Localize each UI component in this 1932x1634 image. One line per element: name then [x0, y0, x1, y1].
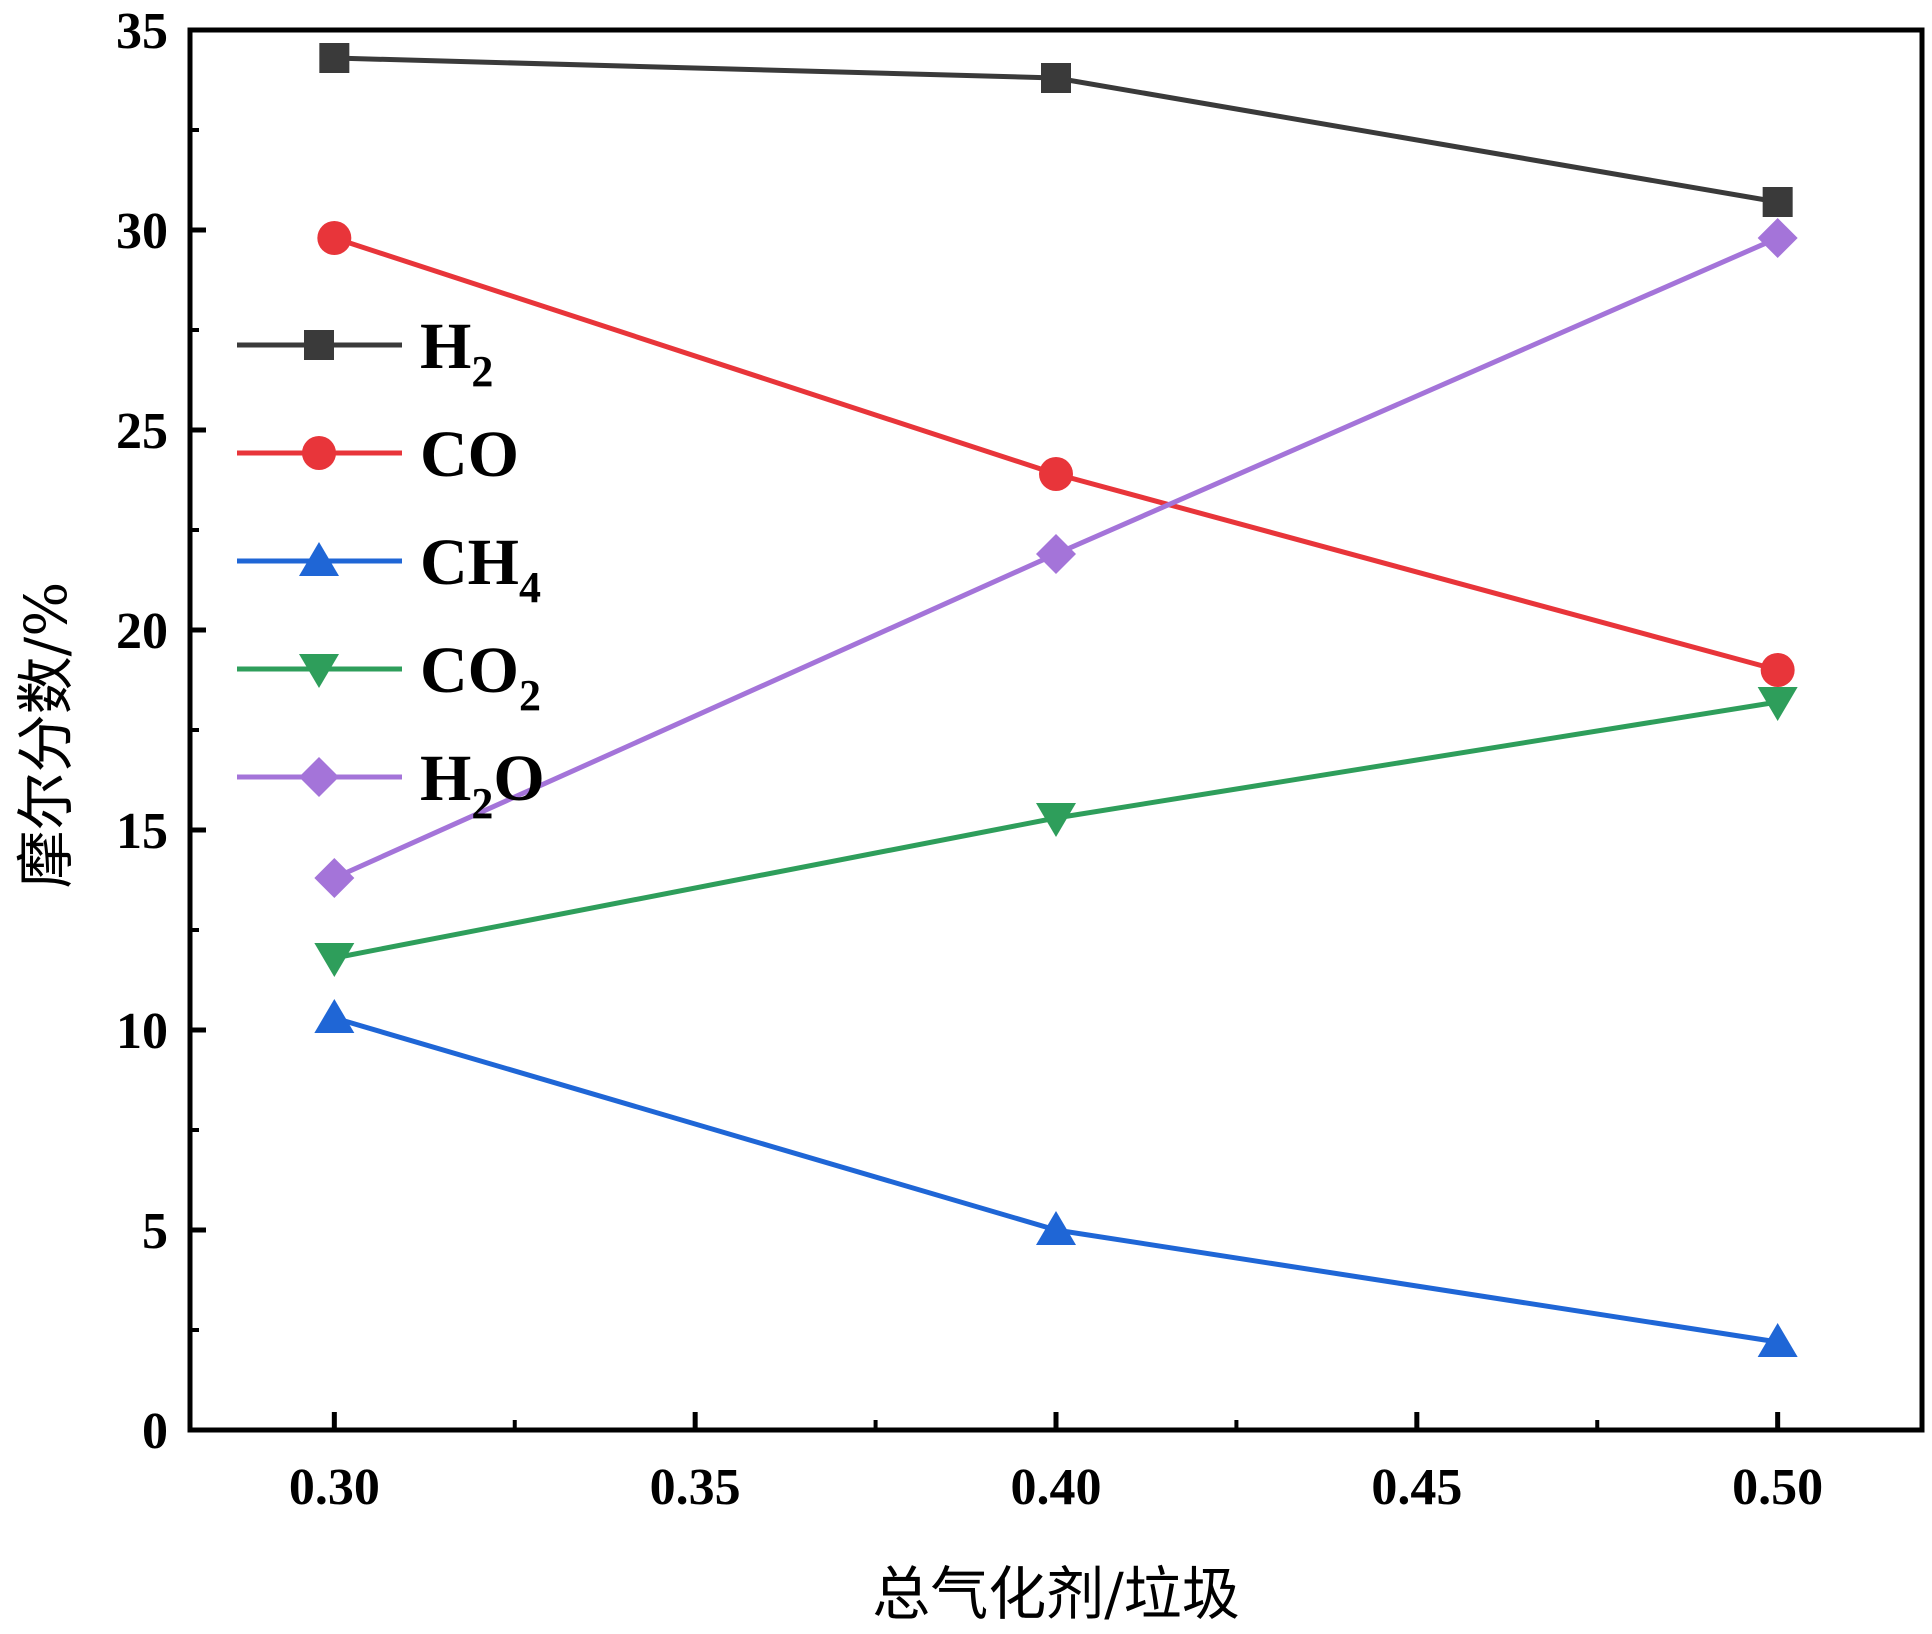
axes: 0 5 10 15 20 25 30 35 0.30 0.35 0.40 0.45 0.50	[116, 3, 1925, 1516]
legend-marker	[299, 654, 339, 688]
y-tick-label: 25	[116, 403, 168, 460]
legend-label-main: CH	[420, 526, 519, 599]
legend-label-main: H	[420, 310, 471, 383]
y-tick-label: 10	[116, 1003, 168, 1060]
data-point-h2o	[314, 858, 355, 898]
series-h2o	[314, 218, 1798, 898]
data-point-co2	[1036, 803, 1076, 837]
y-tick-label: 0	[142, 1403, 168, 1460]
data-point-co2	[1757, 687, 1798, 721]
y-tick-label: 5	[142, 1203, 168, 1260]
legend-item-h2o: H2O	[237, 742, 545, 828]
data-point-co	[1039, 457, 1073, 491]
legend-marker	[304, 330, 334, 360]
data-point-ch4	[1757, 1323, 1798, 1357]
x-axis-title: 总气化剂/垃圾	[872, 1560, 1240, 1628]
legend-label: CH4	[420, 526, 541, 612]
x-tick-label: 0.35	[650, 1459, 741, 1516]
x-tick-label: 0.50	[1732, 1459, 1823, 1516]
legend-label-main: H	[420, 742, 471, 815]
legend-item-ch4: CH4	[237, 526, 541, 612]
legend-label-subscript: 2	[471, 347, 493, 396]
y-tick-label: 30	[116, 203, 168, 260]
legend-label: H2O	[420, 742, 545, 828]
data-point-ch4	[314, 999, 355, 1033]
y-axis-title: 摩尔分数/%	[12, 582, 80, 889]
y-tick-label: 20	[116, 603, 168, 660]
x-tick-label: 0.45	[1371, 1459, 1462, 1516]
x-tick-label: 0.40	[1011, 1459, 1102, 1516]
x-tick-label: 0.30	[289, 1459, 380, 1516]
data-point-h2	[319, 43, 350, 73]
data-point-h2	[1762, 187, 1793, 217]
data-point-ch4	[1036, 1211, 1076, 1245]
data-point-co2	[314, 943, 355, 977]
legend-label-main: CO	[420, 634, 519, 707]
legend-item-h2: H2	[237, 310, 493, 396]
legend-marker	[299, 757, 339, 797]
y-tick-label: 35	[116, 3, 168, 60]
legend-label-tail: O	[493, 742, 544, 815]
legend-label-subscript: 2	[471, 779, 493, 828]
data-point-co	[1760, 653, 1795, 687]
data-point-co	[317, 221, 352, 255]
legend-label-subscript: 4	[519, 563, 541, 612]
legend-marker	[299, 542, 339, 576]
y-tick-label: 15	[116, 803, 168, 860]
plot-area	[314, 43, 1798, 1357]
series-co	[317, 221, 1795, 687]
data-point-h2o	[1757, 218, 1798, 258]
data-point-h2o	[1036, 534, 1076, 574]
legend-label-subscript: 2	[519, 671, 541, 720]
data-point-h2	[1041, 63, 1071, 93]
legend-label-main: CO	[420, 418, 519, 491]
series-co2	[314, 687, 1798, 977]
legend-item-co: CO	[237, 418, 519, 491]
legend-label: H2	[420, 310, 493, 396]
legend-item-co2: CO2	[237, 634, 541, 720]
legend-label: CO	[420, 418, 519, 491]
series-ch4	[314, 999, 1798, 1357]
legend-label: CO2	[420, 634, 541, 720]
series-h2	[319, 43, 1793, 217]
legend-marker	[302, 436, 336, 470]
